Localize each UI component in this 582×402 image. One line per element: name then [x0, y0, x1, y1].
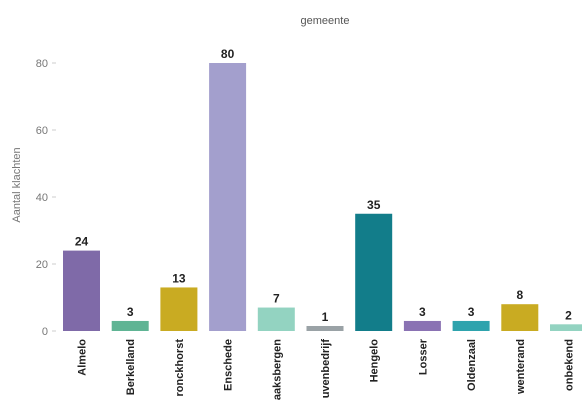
bar: [403, 320, 441, 331]
x-tick-label: Berkelland: [125, 339, 137, 395]
x-tick-label: Hengelo: [369, 339, 381, 383]
data-label: 3: [468, 305, 475, 319]
bar: [452, 320, 490, 331]
bar: [209, 63, 247, 331]
x-tick-label: wenterand: [515, 339, 527, 395]
x-tick-label: Losser: [417, 338, 429, 375]
x-tick-label: onbekend: [564, 339, 576, 391]
x-tick-label: Almelo: [77, 339, 89, 376]
bar: [550, 324, 582, 331]
data-label: 3: [127, 305, 134, 319]
x-tick-label: ronckhorst: [174, 339, 186, 397]
bar: [501, 304, 539, 331]
y-tick-label: 60: [36, 125, 48, 137]
data-label: 2: [565, 308, 572, 322]
data-label: 3: [419, 305, 426, 319]
x-tick-label: Enschede: [223, 339, 235, 391]
bar: [355, 213, 393, 331]
data-labels: 24 3 13 80 7 1 35 3 3 8 2: [75, 47, 572, 324]
y-axis-ticks: 0 20 40 60 80: [36, 58, 56, 338]
data-label: 24: [75, 235, 89, 249]
y-tick-label: 20: [36, 259, 48, 271]
bar: [306, 326, 344, 331]
x-tick-label: uvenbedrijf: [320, 339, 332, 399]
bar: [111, 320, 149, 331]
x-tick-label: Oldenzaal: [466, 339, 478, 391]
data-label: 13: [172, 271, 186, 285]
bar: [160, 287, 198, 331]
bar: [257, 307, 295, 331]
legend-title: gemeente: [301, 15, 350, 27]
y-tick-label: 80: [36, 58, 48, 70]
data-label: 1: [322, 310, 329, 324]
x-axis-labels: Almelo Berkelland ronckhorst Enschede aaksbe…: [77, 338, 576, 400]
data-label: 35: [367, 198, 381, 212]
x-tick-label: aaksbergen: [271, 339, 283, 400]
data-label: 8: [516, 288, 523, 302]
y-tick-label: 40: [36, 192, 48, 204]
data-label: 80: [221, 47, 235, 61]
bar: [63, 250, 100, 331]
data-label: 7: [273, 292, 280, 306]
y-tick-label: 0: [42, 326, 48, 338]
y-axis-title: Aantal klachten: [11, 147, 23, 222]
bars: [63, 63, 582, 331]
